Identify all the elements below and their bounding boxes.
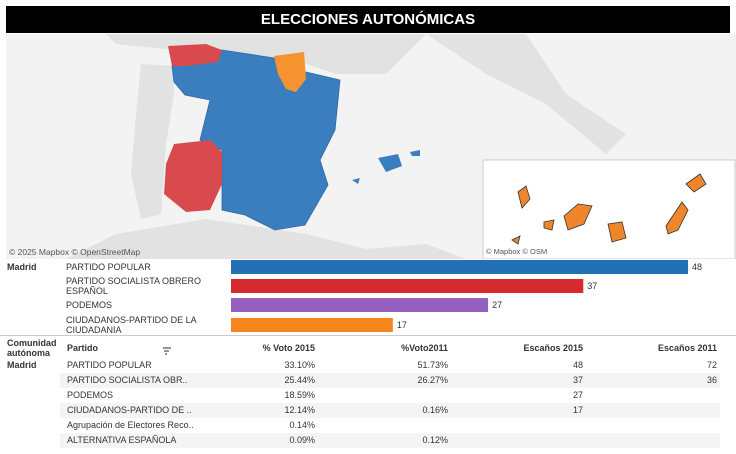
- separator: [0, 335, 736, 336]
- table-cell: PARTIDO SOCIALISTA OBR..: [67, 375, 188, 385]
- table-cell: 25.44%: [284, 375, 315, 385]
- bar-value: 27: [492, 300, 502, 310]
- column-header: Partido: [67, 343, 99, 353]
- bar-label: PARTIDO SOCIALISTA OBRERO ESPAÑOL: [66, 276, 202, 296]
- table-cell: 37: [572, 375, 583, 385]
- column-header: Comunidad autónoma: [7, 338, 57, 358]
- table-cell: 72: [706, 360, 717, 370]
- map-attribution: © 2025 Mapbox © OpenStreetMap: [9, 247, 140, 257]
- table-cell: 27: [572, 390, 583, 400]
- table-cell: Madrid: [7, 360, 37, 370]
- inset-attribution: © Mapbox © OSM: [486, 247, 547, 256]
- region-baleares: [352, 150, 420, 184]
- bar: [231, 279, 584, 293]
- table-cell: 12.14%: [284, 405, 315, 415]
- table-cell: 26.27%: [417, 375, 448, 385]
- land-italy: [426, 34, 626, 154]
- bar: [231, 318, 393, 332]
- canary-islands: [511, 173, 707, 245]
- column-header: %Voto2011: [401, 343, 448, 353]
- table-cell: CIUDADANOS-PARTIDO DE ..: [67, 405, 192, 415]
- bar-chart: 48 37 27 17: [231, 260, 702, 332]
- table-cell: 17: [572, 405, 583, 415]
- land-portugal: [131, 64, 174, 219]
- row-band: [60, 403, 720, 418]
- row-band: [60, 373, 720, 388]
- bar-value: 48: [692, 262, 702, 272]
- land-africa: [66, 219, 466, 259]
- region-galicia: [168, 44, 222, 66]
- inset-map: [482, 159, 736, 259]
- region-extremadura: [164, 140, 222, 212]
- table: Comunidad autónoma Partido % Voto 2015 %Vot…: [0, 336, 736, 454]
- table-cell: 48: [572, 360, 583, 370]
- table-cell: 0.16%: [422, 405, 448, 415]
- table-cell: 0.09%: [289, 435, 315, 445]
- table-cell: PODEMOS: [67, 390, 114, 400]
- table-cell: 0.12%: [422, 435, 448, 445]
- table-cell: PARTIDO POPULAR: [67, 360, 152, 370]
- sort-glyph[interactable]: [162, 346, 172, 356]
- column-header: Escaños 2015: [523, 343, 583, 353]
- table-cell: 0.14%: [289, 420, 315, 430]
- table-cell: 18.59%: [284, 390, 315, 400]
- column-header: Escaños 2011: [657, 343, 717, 353]
- sort-icon[interactable]: [162, 343, 172, 356]
- bar: [231, 298, 489, 312]
- bar-label: PODEMOS: [66, 300, 113, 310]
- map: © 2025 Mapbox © OpenStreetMap © Mapbox ©…: [6, 34, 736, 259]
- region-navarra: [274, 52, 306, 92]
- table-cell: 36: [706, 375, 717, 385]
- table-cell: 51.73%: [417, 360, 448, 370]
- bar-label: CIUDADANOS-PARTIDO DE LA CIUDADANIA: [66, 315, 197, 335]
- land-france: [106, 34, 426, 74]
- row-band: [60, 433, 720, 448]
- bar: [231, 260, 688, 274]
- column-header: % Voto 2015: [262, 343, 315, 353]
- table-cell: Agrupación de Electores Reco..: [67, 420, 194, 430]
- table-cell: 33.10%: [284, 360, 315, 370]
- bar-value: 17: [397, 320, 407, 330]
- table-cell: ALTERNATIVA ESPAÑOLA: [67, 435, 177, 445]
- bar-group-label: Madrid: [7, 262, 37, 272]
- bar-label: PARTIDO POPULAR: [66, 262, 151, 272]
- bar-value: 37: [587, 281, 597, 291]
- dashboard-title: ELECCIONES AUTONÓMICAS: [6, 6, 730, 33]
